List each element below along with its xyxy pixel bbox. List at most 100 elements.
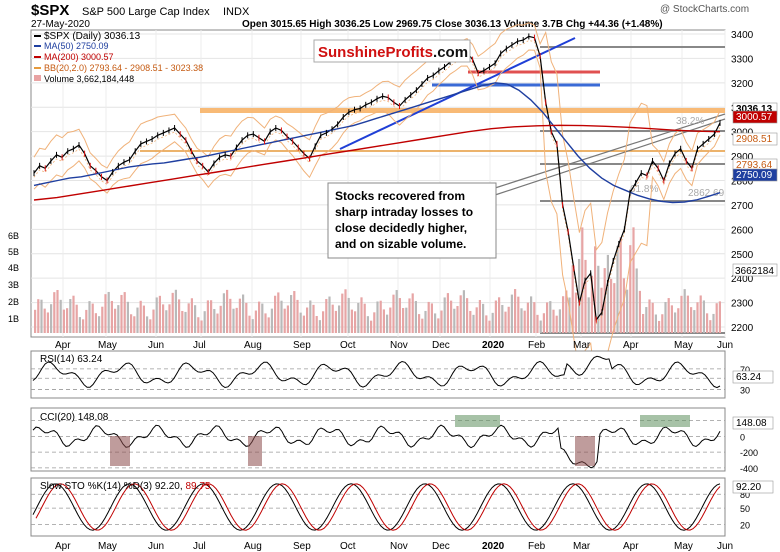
legend-ma50: MA(50) 2750.09 — [44, 41, 109, 51]
volume-bar — [213, 309, 216, 333]
osc-value-box — [732, 480, 774, 494]
osc-line — [32, 424, 721, 469]
y-tick-label: 2400 — [731, 274, 754, 285]
volume-bar — [338, 305, 341, 333]
annotation-callout: Stocks recovered from sharp intraday los… — [327, 182, 497, 259]
volume-bar — [389, 307, 392, 333]
x-tick-label: Sep — [293, 340, 311, 351]
volume-bar — [72, 295, 75, 333]
osc-tick-label: 30 — [740, 386, 750, 396]
x-tick-label: Aug — [244, 541, 262, 552]
volume-bar — [648, 299, 651, 333]
volume-bar — [578, 258, 581, 333]
annotation-line-2: sharp intraday losses to — [335, 205, 473, 219]
x-tick-label: Apr — [55, 340, 71, 351]
rsi-panel-content: 70503063.24 — [31, 355, 774, 396]
cci-label: CCI(20) 148.08 — [40, 412, 109, 423]
volume-bar — [642, 313, 645, 333]
volume-bar — [203, 311, 206, 333]
volume-bar — [270, 308, 273, 333]
volume-bar — [398, 298, 401, 333]
volume-bar — [328, 296, 331, 333]
volume-bar — [155, 297, 158, 333]
volume-bar — [299, 312, 302, 333]
x-tick-label: Jun — [148, 340, 164, 351]
x-tick-label: Jul — [193, 541, 206, 552]
volume-bar — [414, 300, 417, 333]
volume-bar — [568, 297, 571, 333]
volume-bar — [277, 292, 280, 333]
volume-bar — [552, 309, 555, 333]
x-tick-label: Aug — [244, 340, 262, 351]
volume-bar — [354, 311, 357, 333]
volume-bar — [613, 283, 616, 333]
osc-line — [32, 483, 721, 531]
volume-bar — [392, 294, 395, 333]
cci-positive-fill — [455, 415, 500, 427]
volume-bar — [40, 299, 43, 333]
chart-date: 27-May-2020 — [31, 19, 90, 30]
volume-bar — [558, 309, 561, 333]
volume-bar — [296, 299, 299, 333]
svg-text:Slow STO %K(14) %D(3) 92.20,: Slow STO %K(14) %D(3) 92.20, 89.75 — [40, 481, 211, 492]
volume-bar — [200, 320, 203, 333]
price-tag-box — [732, 110, 778, 124]
volume-bar — [325, 298, 328, 333]
volume-bar — [117, 305, 120, 333]
volume-bar — [98, 316, 101, 333]
volume-bar — [686, 295, 689, 333]
volume-bar — [293, 291, 296, 333]
volume-bar — [395, 290, 398, 333]
volume-bar — [280, 300, 283, 333]
volume-bar — [651, 302, 654, 333]
volume-bar — [376, 301, 379, 333]
volume-bar — [258, 301, 261, 333]
volume-bar — [162, 304, 165, 333]
volume-bar — [309, 300, 312, 333]
volume-bar — [232, 308, 235, 333]
volume-bar — [530, 296, 533, 333]
price-series — [33, 33, 721, 323]
volume-bar — [674, 312, 677, 333]
volume-bar — [715, 303, 718, 333]
fib-label-618: 61.8% — [630, 184, 658, 195]
volume-bar — [66, 308, 69, 333]
volume-bar — [622, 278, 625, 333]
volume-bar — [110, 300, 113, 333]
volume-bar — [315, 316, 318, 333]
x-tick-label: May — [674, 541, 693, 552]
volume-bar — [597, 265, 600, 333]
volume-bar — [283, 308, 286, 333]
volume-bar — [130, 314, 133, 333]
index-name: S&P 500 Large Cap Index — [82, 6, 210, 18]
x-tick-label: 2020 — [482, 541, 505, 552]
price-tag-text: 3000.57 — [736, 112, 773, 123]
x-tick-label: Nov — [390, 541, 408, 552]
rsi-label: RSI(14) 63.24 — [40, 354, 103, 365]
volume-bar — [187, 303, 190, 333]
osc-line — [32, 355, 721, 389]
volume-bar — [693, 310, 696, 333]
volume-bar — [94, 313, 97, 333]
volume-bar — [82, 319, 85, 333]
y-tick-label: 2200 — [731, 323, 754, 334]
volume-bar — [120, 294, 123, 333]
volume-bar — [267, 317, 270, 333]
exchange-name: INDX — [223, 6, 250, 18]
volume-bar — [152, 309, 155, 333]
volume-bar — [667, 298, 670, 333]
volume-bar — [264, 313, 267, 333]
volume-bar — [229, 298, 232, 333]
volume-bar — [402, 308, 405, 333]
volume-bar — [533, 302, 536, 333]
volume-bar — [88, 301, 91, 333]
price-tag-text: 3036.13 — [736, 104, 773, 115]
osc-tick-label: -400 — [740, 464, 758, 474]
legend-volume: Volume 3,662,184,448 — [44, 74, 134, 84]
volume-bar — [360, 297, 363, 333]
y-tick-label: 2300 — [731, 299, 754, 310]
volume-bar — [526, 302, 529, 333]
sto-label-d: 89.75 — [185, 481, 210, 492]
volume-bar — [341, 293, 344, 333]
